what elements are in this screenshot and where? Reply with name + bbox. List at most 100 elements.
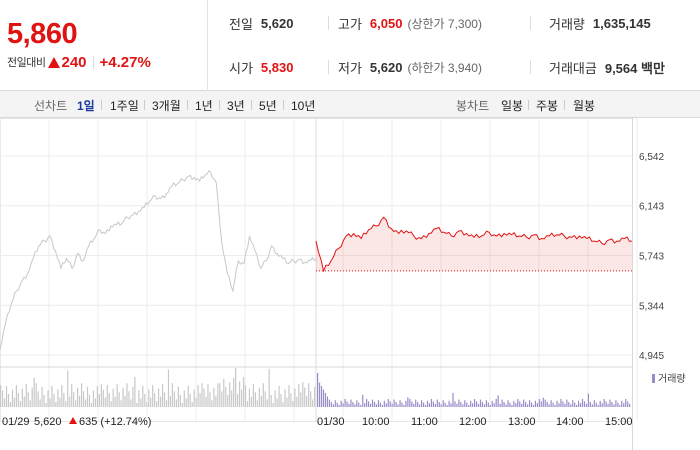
volume-bar: [369, 403, 372, 407]
period-10y-tab[interactable]: 10년: [291, 99, 316, 113]
tab-divider: [101, 100, 102, 110]
volume-bar: [258, 387, 260, 407]
volume-bar: [393, 399, 395, 407]
volume-bar: [507, 400, 509, 407]
volume-bar: [237, 394, 239, 407]
volume-bar: [82, 391, 85, 407]
volume-bar: [597, 405, 599, 407]
volume-bar: [223, 378, 225, 407]
period-3m-tab[interactable]: 3개월: [152, 99, 181, 113]
volume-bar: [576, 405, 578, 407]
volume-bar: [521, 403, 523, 407]
volume-bar: [61, 385, 63, 407]
volume-bar: [146, 402, 148, 407]
volume-bar: [487, 402, 489, 407]
volume-bar: [150, 397, 152, 407]
volume-bar: [432, 401, 434, 407]
volume-bar: [53, 394, 55, 407]
line-chart-label: 선차트: [34, 99, 68, 113]
volume-bar: [179, 394, 181, 407]
volume-bar: [67, 370, 69, 407]
volume-bar: [468, 405, 470, 407]
volume-bar: [63, 393, 65, 407]
high-value: 6,050: [369, 15, 403, 31]
volume-bar: [69, 396, 71, 407]
volume-bar: [114, 396, 116, 407]
period-5y-tab[interactable]: 5년: [259, 99, 277, 113]
volume-bar: [106, 385, 108, 407]
x-tick-label: 12:00: [459, 416, 487, 428]
volume-bar: [118, 392, 120, 407]
candle-monthly-tab[interactable]: 월봉: [573, 99, 596, 113]
volume-bar: [1, 390, 4, 407]
volume-bar: [446, 405, 448, 407]
volume-bar: [292, 401, 294, 407]
volume-bar: [450, 403, 452, 407]
volume-bar: [264, 391, 266, 407]
period-3y-tab[interactable]: 3년: [227, 99, 245, 113]
volume-bar: [280, 394, 282, 407]
volume-bar: [274, 390, 276, 407]
volume-bar: [564, 403, 566, 407]
volume-bar: [585, 403, 588, 407]
volume-bar: [80, 383, 83, 407]
volume-bar: [71, 384, 73, 407]
volume-bar: [477, 403, 480, 407]
volume-bar: [475, 401, 478, 407]
volume-bar: [284, 389, 286, 407]
volume-bar: [426, 400, 429, 407]
volume-bar: [356, 400, 358, 407]
volume-bar: [272, 403, 274, 407]
quote-panel: 5,860 전일대비 240 +4.27% 전일 5,620 고가 6,050 …: [0, 0, 700, 91]
candle-weekly-tab[interactable]: 주봉: [536, 99, 559, 113]
volume-bar: [158, 388, 160, 407]
x-axis-labels: 01/29 5,620 635 (+12.74%) 01/30 10:00 11:00 12…: [2, 416, 633, 428]
volume-bar: [300, 392, 302, 407]
volume-bar: [483, 404, 486, 407]
volume-bar: [266, 399, 268, 407]
volume-bar: [246, 401, 249, 407]
volume-bar: [165, 400, 168, 407]
volume-bar: [310, 391, 312, 407]
candle-daily-tab[interactable]: 일봉: [501, 99, 524, 113]
volume-bar: [108, 393, 110, 407]
turnover-value: 9,564 백만: [604, 60, 665, 76]
period-1y-tab[interactable]: 1년: [195, 99, 213, 113]
volume-bar: [276, 398, 278, 407]
volume-bar: [383, 400, 385, 407]
volume-bar: [244, 385, 247, 407]
tab-divider: [251, 100, 252, 110]
volume-bar: [493, 403, 495, 407]
volume-bar: [407, 397, 409, 407]
volume-bar: [442, 400, 444, 407]
volume-bar: [621, 400, 623, 407]
y-tick-label: 5,344: [639, 301, 664, 312]
low-cell: 저가 5,620 (하한가 3,940): [338, 55, 482, 79]
volume-bar: [320, 386, 323, 407]
volume-bar: [185, 398, 187, 407]
period-1w-tab[interactable]: 1주일: [110, 99, 139, 113]
volume-bar: [601, 403, 603, 407]
volume-bar: [332, 404, 334, 407]
volume-bar: [554, 405, 556, 407]
volume-bar: [90, 403, 93, 407]
volume-bar: [562, 401, 564, 407]
open-label: 시가: [229, 60, 253, 76]
volume-bar: [254, 392, 256, 407]
volume-bar: [625, 399, 627, 407]
volume-bar: [122, 387, 124, 407]
period-1d-tab[interactable]: 1일: [77, 99, 95, 113]
upper-limit-note: (상한가 7,300): [407, 16, 482, 31]
volume-bar: [352, 402, 354, 407]
series-group: [0, 170, 633, 350]
volume-bar: [458, 399, 460, 407]
volume-bar: [86, 386, 89, 407]
volume-bar: [434, 403, 436, 407]
volume-bar: [252, 384, 254, 407]
volume-bar: [11, 389, 14, 407]
volume-bar: [197, 385, 199, 407]
volume-bar: [609, 399, 611, 407]
volume-bar: [84, 399, 87, 407]
volume-bar: [385, 403, 387, 407]
